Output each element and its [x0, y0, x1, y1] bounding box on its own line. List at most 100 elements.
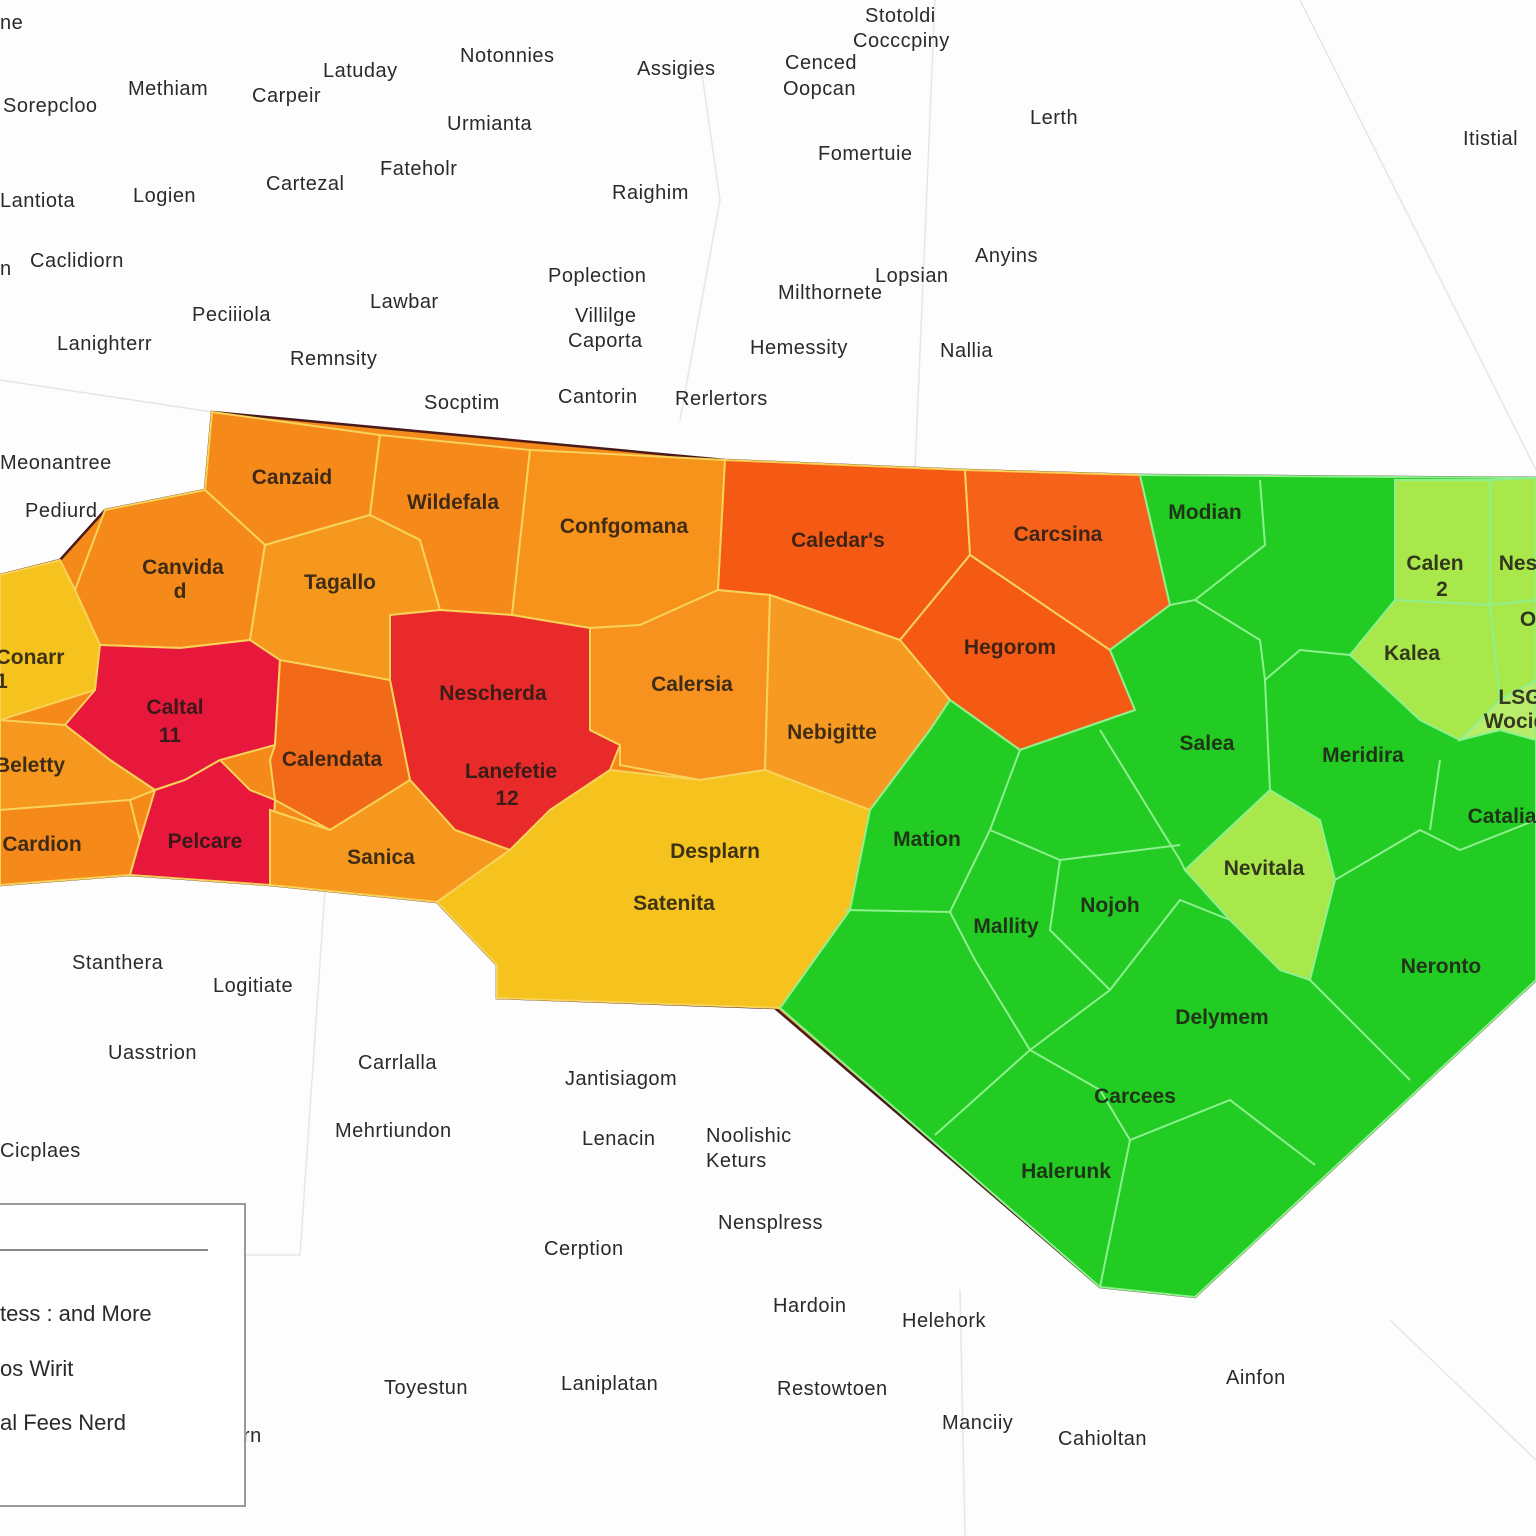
legend-divider [0, 1249, 208, 1251]
place-label: Cantorin [558, 386, 638, 408]
county-label: Calen [1406, 552, 1464, 575]
county-label: Satenita [633, 892, 715, 915]
county-label: Neronto [1400, 955, 1482, 978]
county-label: Caledar's [791, 529, 885, 552]
counties-layer [0, 410, 1536, 1299]
county-label: 11 [158, 724, 182, 747]
county-label: Pelcare [167, 830, 243, 853]
place-label: Jantisiagom [565, 1068, 678, 1090]
county-nevitala [1183, 788, 1337, 982]
place-label: Nallia [940, 340, 994, 362]
legend-box: tess : and More os Wirit al Fees Nerd [0, 1203, 246, 1507]
county-label: Nescherda [439, 682, 547, 705]
place-label: Meonantree [0, 452, 112, 474]
county-label: Carcees [1094, 1085, 1176, 1108]
county-label: Meridira [1322, 744, 1404, 767]
county-label: Delymem [1175, 1006, 1269, 1029]
county-label: O [1519, 608, 1536, 631]
county-border [1099, 1089, 1316, 1166]
county-label: Nevitala [1223, 857, 1305, 880]
county-label: Sanica [347, 846, 415, 869]
county-label: Caltal [146, 696, 204, 719]
place-label: Hardoin [773, 1295, 847, 1317]
place-label: Cerption [544, 1238, 624, 1260]
place-label: Pediurd [25, 500, 98, 522]
county-label: Carcsina [1013, 523, 1103, 546]
place-label: Cartezal [266, 173, 345, 195]
county-label: Cardion [2, 833, 82, 856]
place-label: Sorepcloo [3, 95, 98, 117]
county-label: 2 [1436, 578, 1448, 601]
place-label: Oopcan [783, 78, 857, 100]
county-label: Desplarn [670, 840, 760, 863]
county-border [1334, 819, 1536, 881]
county-label: Salea [1179, 732, 1235, 755]
legend-item: al Fees Nerd [0, 1410, 126, 1435]
county-label: Nes [1498, 552, 1536, 575]
county-label: Canvida [142, 556, 224, 579]
place-label: Raighim [612, 182, 689, 204]
county-lsg [1456, 678, 1536, 742]
county-border [949, 911, 1101, 1091]
county-border [1109, 898, 1231, 991]
county-label: Canzaid [251, 466, 333, 489]
place-label: Cicplaes [0, 1140, 81, 1162]
place-label: Carpeir [252, 85, 322, 107]
place-label: Cocccpiny [853, 30, 950, 52]
place-label: Laniplatan [561, 1373, 659, 1395]
place-label: Socptim [424, 392, 500, 414]
county-border [1048, 859, 1111, 991]
place-label: Toyestun [384, 1377, 469, 1399]
place-label: Lawbar [370, 291, 439, 313]
green-region [778, 473, 1536, 1299]
place-label: Fateholr [380, 158, 458, 180]
county-label: Catalia [1467, 805, 1536, 828]
place-label: Itistial [1463, 128, 1519, 150]
place-label: Helehork [902, 1310, 987, 1332]
county-label: d [173, 580, 187, 603]
county-label: Calersia [651, 673, 733, 696]
place-label: Methiam [128, 78, 209, 100]
place-label: Restowtoen [777, 1378, 888, 1400]
place-label: Manciiy [942, 1412, 1014, 1434]
county-label: Kalea [1383, 642, 1441, 665]
county-border [1264, 679, 1271, 791]
place-label: Latuday [323, 60, 398, 82]
county-border [1099, 1139, 1131, 1288]
county-border [1099, 729, 1186, 871]
place-label: Notonnies [460, 45, 555, 67]
place-label: Uasstrion [108, 1042, 197, 1064]
place-label: Stanthera [72, 952, 164, 974]
place-label: Lenacin [582, 1128, 656, 1150]
county-label: Mation [893, 828, 961, 851]
place-label: Lanighterr [57, 333, 153, 355]
place-label: Remnsity [290, 348, 378, 370]
place-label: Hemessity [750, 337, 848, 359]
county-label: Confgomana [559, 515, 689, 538]
place-label: Carrlalla [358, 1052, 437, 1074]
place-label: Ainfon [1226, 1367, 1286, 1389]
place-label: Anyins [975, 245, 1039, 267]
place-label: Keturs [706, 1150, 767, 1172]
county-border [1429, 759, 1441, 831]
place-label: Lerth [1030, 107, 1079, 129]
place-label: Logitiate [213, 975, 294, 997]
county-label: LSG [1498, 686, 1536, 709]
place-label: rn [243, 1425, 262, 1447]
county-border [1309, 979, 1411, 1081]
place-label: Cenced [785, 52, 857, 74]
place-label: Caporta [568, 330, 643, 352]
county-label: Tagallo [304, 571, 376, 594]
county-label: Beletty [0, 754, 66, 777]
place-label: Noolishic [706, 1125, 792, 1147]
place-label: Peciiiola [192, 304, 271, 326]
county-border [934, 989, 1111, 1136]
county-o [1488, 598, 1536, 702]
county-sanica [269, 778, 513, 904]
place-label: Mehrtiundon [335, 1120, 452, 1142]
county-label: Wildefala [407, 491, 499, 514]
county-label: Conarr [0, 646, 65, 669]
legend-item: os Wirit [0, 1356, 74, 1381]
